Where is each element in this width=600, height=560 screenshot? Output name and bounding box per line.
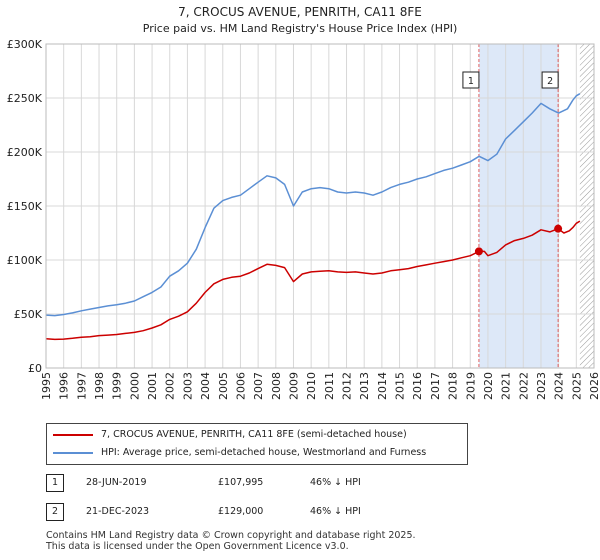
transaction-date: 28-JUN-2019 [86,477,147,488]
x-tick-label: 2002 [164,372,177,400]
legend-swatch-property [53,434,93,436]
chart-subtitle: Price paid vs. HM Land Registry's House … [143,22,458,35]
x-tick-label: 1997 [75,372,88,400]
x-tick-label: 2017 [429,372,442,400]
y-tick-label: £0 [28,362,42,375]
x-tick-label: 2019 [464,372,477,400]
sale-annotation-box [462,71,480,89]
transaction-hpi-diff: 46% ↓ HPI [310,477,361,488]
transaction-hpi-diff: 46% ↓ HPI [310,506,361,517]
x-tick-label: 1998 [93,372,106,400]
transaction-price: £107,995 [218,477,264,488]
x-tick-label: 1999 [111,372,124,400]
sale-point [554,224,563,233]
x-tick-label: 2021 [500,372,513,400]
x-tick-label: 2011 [323,372,336,400]
x-tick-label: 2007 [252,372,265,400]
hpi-line [45,93,581,317]
x-tick-label: 2008 [270,372,283,400]
x-tick-label: 2023 [535,372,548,400]
legend-swatch-hpi [53,452,93,454]
price-chart: 7, CROCUS AVENUE, PENRITH, CA11 8FE Pric… [7,5,600,400]
footer-copyright: Contains HM Land Registry data © Crown c… [46,530,416,541]
transaction-number-badge: 2 [46,503,64,521]
sale-annotation-label: 1 [468,76,474,87]
y-tick-label: £50K [14,308,43,321]
x-tick-label: 2012 [341,372,354,400]
x-tick-label: 2000 [128,372,141,400]
transaction-number-badge: 1 [46,474,64,492]
x-tick-label: 2004 [199,372,212,400]
x-tick-label: 2022 [517,372,530,400]
x-tick-label: 2005 [217,372,230,400]
x-tick-label: 2010 [305,372,318,400]
y-tick-label: £250K [7,92,43,105]
x-tick-label: 1996 [58,372,71,400]
footer: Contains HM Land Registry data © Crown c… [46,530,416,552]
x-tick-label: 2025 [570,372,583,400]
x-tick-label: 2018 [447,372,460,400]
x-tick-label: 2014 [376,372,389,400]
y-tick-label: £150K [7,200,43,213]
x-tick-label: 2013 [358,372,371,400]
y-tick-label: £200K [7,146,43,159]
sale-annotation-label: 2 [547,76,553,87]
chart-title: 7, CROCUS AVENUE, PENRITH, CA11 8FE [178,5,422,19]
sale-annotation-box [541,71,559,89]
x-tick-label: 2009 [287,372,300,400]
transaction-price: £129,000 [218,506,264,517]
legend: 7, CROCUS AVENUE, PENRITH, CA11 8FE (sem… [46,423,468,465]
x-tick-label: 2016 [411,372,424,400]
x-tick-label: 2015 [394,372,407,400]
property-price-line [45,220,581,341]
x-tick-label: 2024 [553,372,566,400]
plot-frame [45,43,595,369]
legend-label-hpi: HPI: Average price, semi-detached house,… [101,447,427,458]
x-tick-label: 2001 [146,372,159,400]
transaction-date: 21-DEC-2023 [86,506,150,517]
x-tick-label: 2003 [181,372,194,400]
x-tick-label: 2026 [588,372,600,400]
sale-point [474,247,483,256]
x-tick-label: 1995 [40,372,53,400]
x-tick-label: 2020 [482,372,495,400]
y-tick-label: £300K [7,38,43,51]
x-tick-label: 2006 [234,372,247,400]
legend-label-property: 7, CROCUS AVENUE, PENRITH, CA11 8FE (sem… [101,429,407,440]
y-tick-label: £100K [7,254,43,267]
footer-licence: This data is licensed under the Open Gov… [46,541,349,552]
